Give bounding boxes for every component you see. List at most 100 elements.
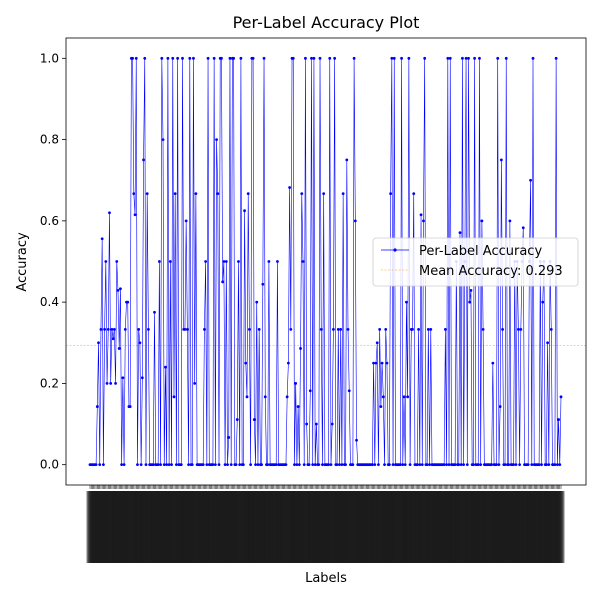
data-point	[490, 463, 494, 467]
data-point	[285, 395, 289, 399]
data-point	[151, 463, 155, 467]
data-point	[255, 300, 259, 304]
data-point	[190, 463, 194, 467]
data-point	[267, 260, 271, 263]
data-point	[467, 56, 470, 60]
data-point	[304, 56, 307, 60]
data-point	[531, 56, 535, 60]
data-point	[547, 463, 551, 467]
y-tick-label: 0.8	[40, 133, 59, 147]
data-point	[420, 463, 424, 467]
x-tick-label	[557, 491, 565, 563]
data-point	[239, 56, 243, 60]
data-point	[175, 463, 178, 467]
data-point	[184, 219, 188, 223]
data-point	[157, 260, 161, 263]
data-point	[479, 463, 483, 467]
data-point	[338, 463, 341, 467]
data-point	[447, 463, 451, 467]
data-point	[401, 463, 405, 467]
data-point	[501, 327, 504, 331]
data-point	[159, 463, 162, 467]
data-point	[215, 138, 218, 141]
data-point	[95, 405, 99, 408]
data-point	[446, 56, 450, 60]
data-point	[227, 436, 231, 439]
data-point	[480, 219, 484, 223]
data-point	[398, 463, 402, 467]
data-point	[256, 463, 260, 467]
data-point	[164, 365, 167, 369]
data-point	[408, 463, 412, 467]
data-point	[374, 361, 378, 365]
data-point	[319, 327, 323, 331]
data-point	[468, 300, 472, 304]
data-point	[134, 56, 138, 60]
data-point	[321, 463, 324, 467]
chart-title: Per-Label Accuracy Plot	[233, 13, 420, 32]
data-point	[147, 327, 150, 331]
data-point	[336, 327, 340, 331]
data-point	[554, 56, 558, 60]
data-point	[109, 382, 113, 385]
data-point	[105, 382, 109, 385]
y-tick-label: 1.0	[40, 51, 59, 65]
data-point	[462, 463, 466, 467]
legend-marker-swatch	[393, 248, 397, 252]
data-point	[252, 418, 256, 421]
data-point	[545, 463, 548, 467]
data-point	[514, 463, 518, 467]
data-point	[111, 337, 115, 341]
data-point	[126, 300, 130, 304]
data-point	[375, 341, 379, 345]
data-point	[352, 56, 356, 60]
data-point	[378, 327, 382, 331]
data-point	[173, 192, 177, 196]
y-tick-label: 0.2	[40, 376, 59, 390]
data-point	[260, 463, 263, 467]
y-tick-label: 0.0	[40, 458, 59, 472]
data-point	[339, 327, 343, 331]
data-point	[332, 327, 335, 331]
data-point	[161, 138, 165, 141]
data-point	[224, 260, 228, 263]
plot-frame	[65, 37, 587, 486]
data-point	[263, 395, 267, 399]
data-point	[144, 463, 148, 467]
data-point	[172, 395, 176, 399]
data-point	[143, 56, 147, 60]
data-point	[458, 231, 462, 235]
data-point	[498, 405, 502, 408]
data-point	[392, 56, 396, 60]
data-point	[254, 463, 257, 467]
data-point	[407, 56, 411, 60]
data-point	[115, 260, 119, 263]
data-point	[540, 463, 543, 467]
data-point	[112, 327, 116, 331]
data-point	[185, 327, 189, 331]
data-point	[235, 418, 239, 421]
data-point	[132, 192, 136, 196]
legend: Per-Label Accuracy Mean Accuracy: 0.293	[372, 237, 579, 287]
data-point	[372, 361, 375, 365]
data-point	[237, 260, 240, 263]
data-point	[405, 300, 408, 304]
data-point	[119, 287, 122, 291]
data-point	[188, 56, 192, 60]
data-point	[257, 327, 261, 331]
data-point	[288, 186, 291, 189]
data-point	[476, 463, 480, 467]
data-point	[526, 463, 530, 467]
data-point	[211, 463, 215, 467]
data-point	[497, 463, 501, 467]
data-point	[226, 463, 229, 467]
data-point	[559, 395, 563, 399]
data-point	[206, 56, 210, 60]
data-point	[418, 463, 422, 467]
data-point	[377, 463, 380, 467]
data-point	[249, 463, 253, 467]
data-point	[232, 56, 236, 60]
data-point	[322, 192, 326, 196]
data-point	[351, 463, 355, 467]
data-point	[379, 405, 383, 408]
